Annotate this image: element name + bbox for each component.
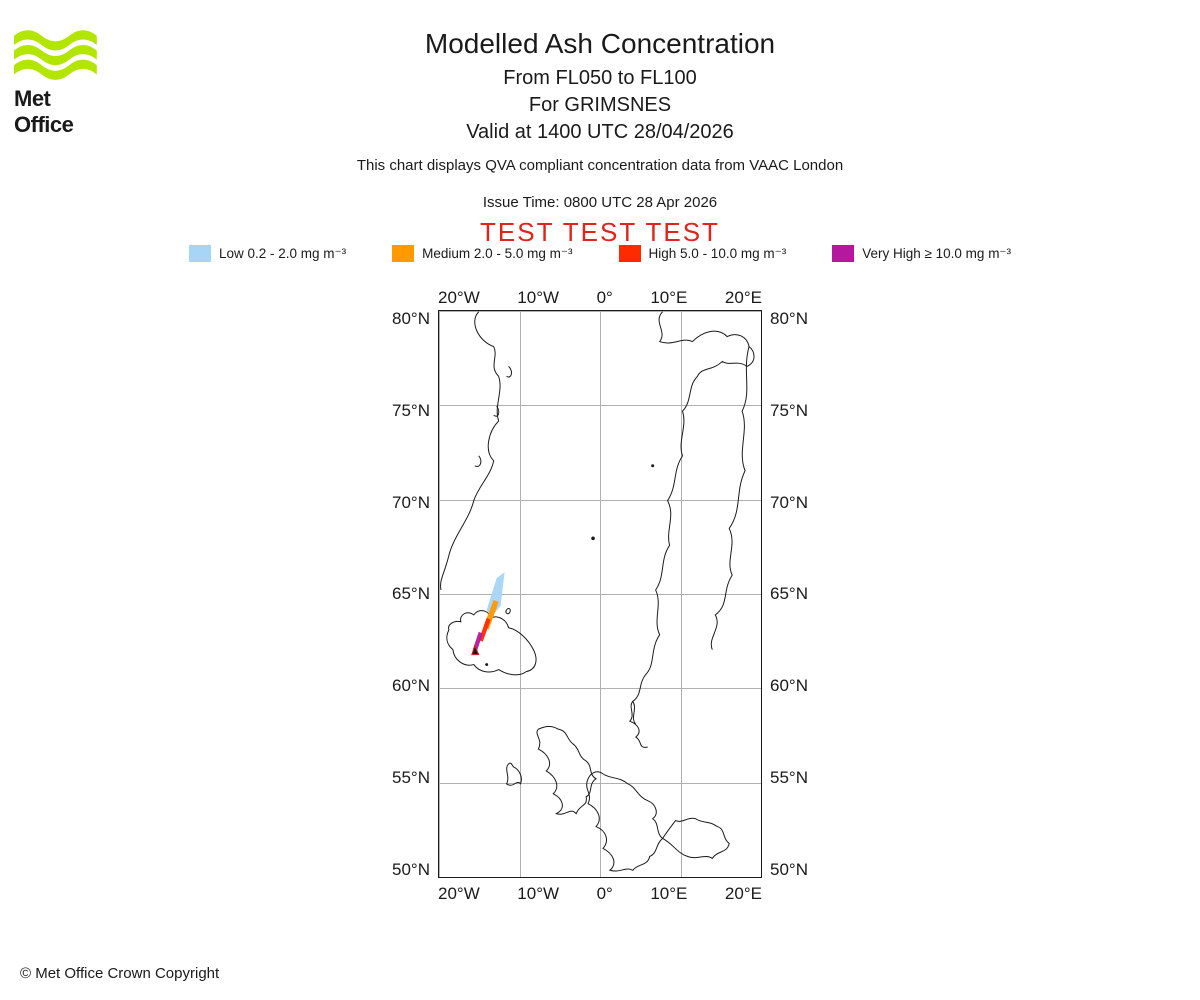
legend-swatch-veryhigh: [832, 245, 854, 262]
legend-label-medium: Medium 2.0 - 5.0 mg m⁻³: [422, 246, 572, 262]
page-title: Modelled Ash Concentration: [0, 28, 1200, 60]
title-block: Modelled Ash Concentration From FL050 to…: [0, 28, 1200, 147]
ash-dispersion-map[interactable]: [438, 310, 762, 878]
issue-time-note: Issue Time: 0800 UTC 28 Apr 2026: [0, 194, 1200, 211]
test-banner: TEST TEST TEST: [0, 217, 1200, 248]
concentration-legend: Low 0.2 - 2.0 mg m⁻³ Medium 2.0 - 5.0 mg…: [0, 245, 1200, 262]
legend-label-high: High 5.0 - 10.0 mg m⁻³: [649, 246, 787, 262]
longitude-ticks-bottom: 20°W 10°W 0° 10°E 20°E: [438, 884, 762, 904]
latitude-ticks-right: 80°N 75°N 70°N 65°N 60°N 55°N 50°N: [762, 310, 837, 878]
title-line1: From FL050 to FL100: [0, 66, 1200, 91]
copyright-notice: © Met Office Crown Copyright: [20, 965, 219, 982]
legend-swatch-low: [189, 245, 211, 262]
legend-item-low: Low 0.2 - 2.0 mg m⁻³: [189, 245, 346, 262]
latitude-ticks-left: 80°N 75°N 70°N 65°N 60°N 55°N 50°N: [363, 310, 438, 878]
title-line2: For GRIMSNES: [0, 93, 1200, 118]
legend-item-medium: Medium 2.0 - 5.0 mg m⁻³: [392, 245, 572, 262]
ash-concentration-chart: Met Office Modelled Ash Concentration Fr…: [0, 0, 1200, 1000]
note-block: This chart displays QVA compliant concen…: [0, 157, 1200, 248]
legend-label-veryhigh: Very High ≥ 10.0 mg m⁻³: [862, 246, 1011, 262]
legend-swatch-high: [619, 245, 641, 262]
legend-item-veryhigh: Very High ≥ 10.0 mg m⁻³: [832, 245, 1011, 262]
compliance-note: This chart displays QVA compliant concen…: [0, 157, 1200, 174]
map-container: 20°W 10°W 0° 10°E 20°E 80°N 75°N 70°N 65…: [0, 288, 1200, 904]
legend-swatch-medium: [392, 245, 414, 262]
longitude-ticks-top: 20°W 10°W 0° 10°E 20°E: [438, 288, 762, 308]
title-line3: Valid at 1400 UTC 28/04/2026: [0, 120, 1200, 145]
legend-label-low: Low 0.2 - 2.0 mg m⁻³: [219, 246, 346, 262]
legend-item-high: High 5.0 - 10.0 mg m⁻³: [619, 245, 787, 262]
ash-plume: [439, 311, 761, 877]
